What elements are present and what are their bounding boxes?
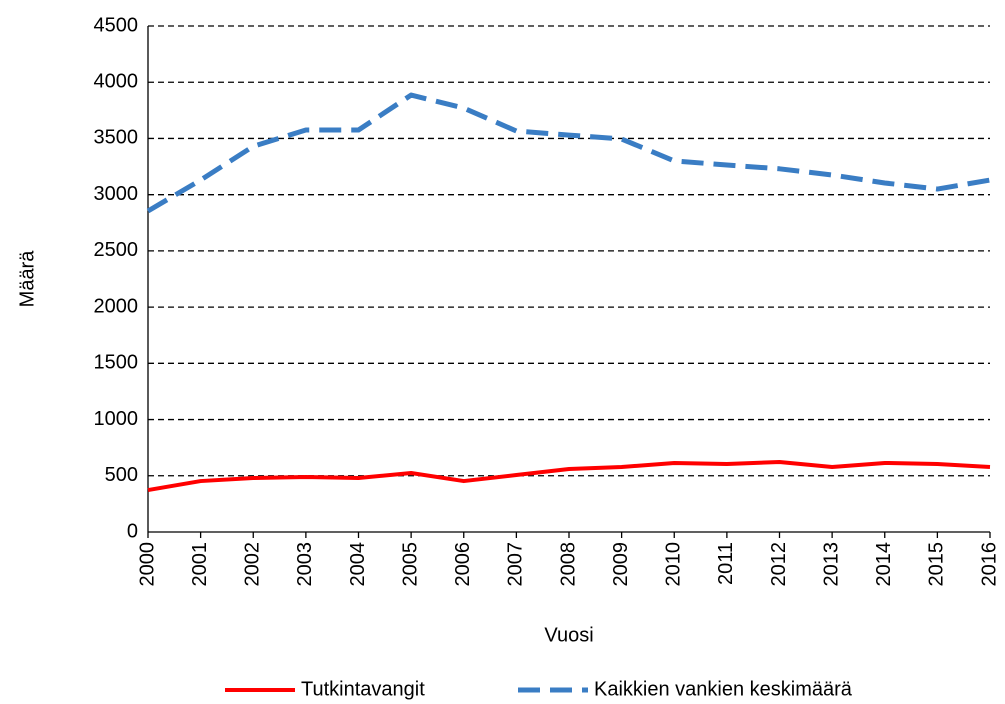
x-axis-label: Vuosi — [544, 624, 593, 646]
y-tick-label: 2000 — [94, 295, 139, 317]
y-tick-label: 0 — [127, 520, 138, 542]
y-tick-label: 1500 — [94, 352, 139, 374]
y-tick-label: 2500 — [94, 239, 139, 261]
series-line — [146, 92, 991, 214]
legend-label: Kaikkien vankien keskimäärä — [594, 678, 853, 700]
y-tick-label: 4000 — [94, 71, 139, 93]
x-tick-label: 2007 — [505, 542, 527, 587]
x-tick-label: 2008 — [557, 542, 579, 587]
x-tick-label: 2001 — [189, 542, 211, 587]
legend-label: Tutkintavangit — [301, 678, 425, 700]
x-tick-label: 2002 — [242, 542, 264, 587]
x-tick-label: 2016 — [978, 542, 1000, 587]
x-tick-label: 2011 — [715, 542, 737, 585]
y-axis-label: Määrä — [16, 250, 38, 308]
x-tick-label: 2014 — [873, 542, 895, 587]
x-tick-label: 2004 — [347, 542, 369, 587]
y-tick-label: 4500 — [94, 14, 139, 36]
y-tick-label: 3000 — [94, 183, 139, 205]
x-tick-label: 2006 — [452, 542, 474, 587]
series-line — [147, 459, 991, 493]
x-tick-label: 2010 — [663, 542, 685, 587]
x-tick-label: 2012 — [768, 542, 790, 587]
x-tick-label: 2003 — [294, 542, 316, 587]
y-tick-label: 3500 — [94, 127, 139, 149]
x-tick-label: 2000 — [136, 542, 158, 587]
x-tick-label: 2013 — [820, 542, 842, 587]
y-tick-label: 1000 — [94, 408, 139, 430]
x-tick-label: 2015 — [926, 542, 948, 587]
x-tick-label: 2009 — [610, 542, 632, 587]
y-tick-label: 500 — [105, 464, 138, 486]
x-tick-label: 2005 — [399, 542, 421, 587]
